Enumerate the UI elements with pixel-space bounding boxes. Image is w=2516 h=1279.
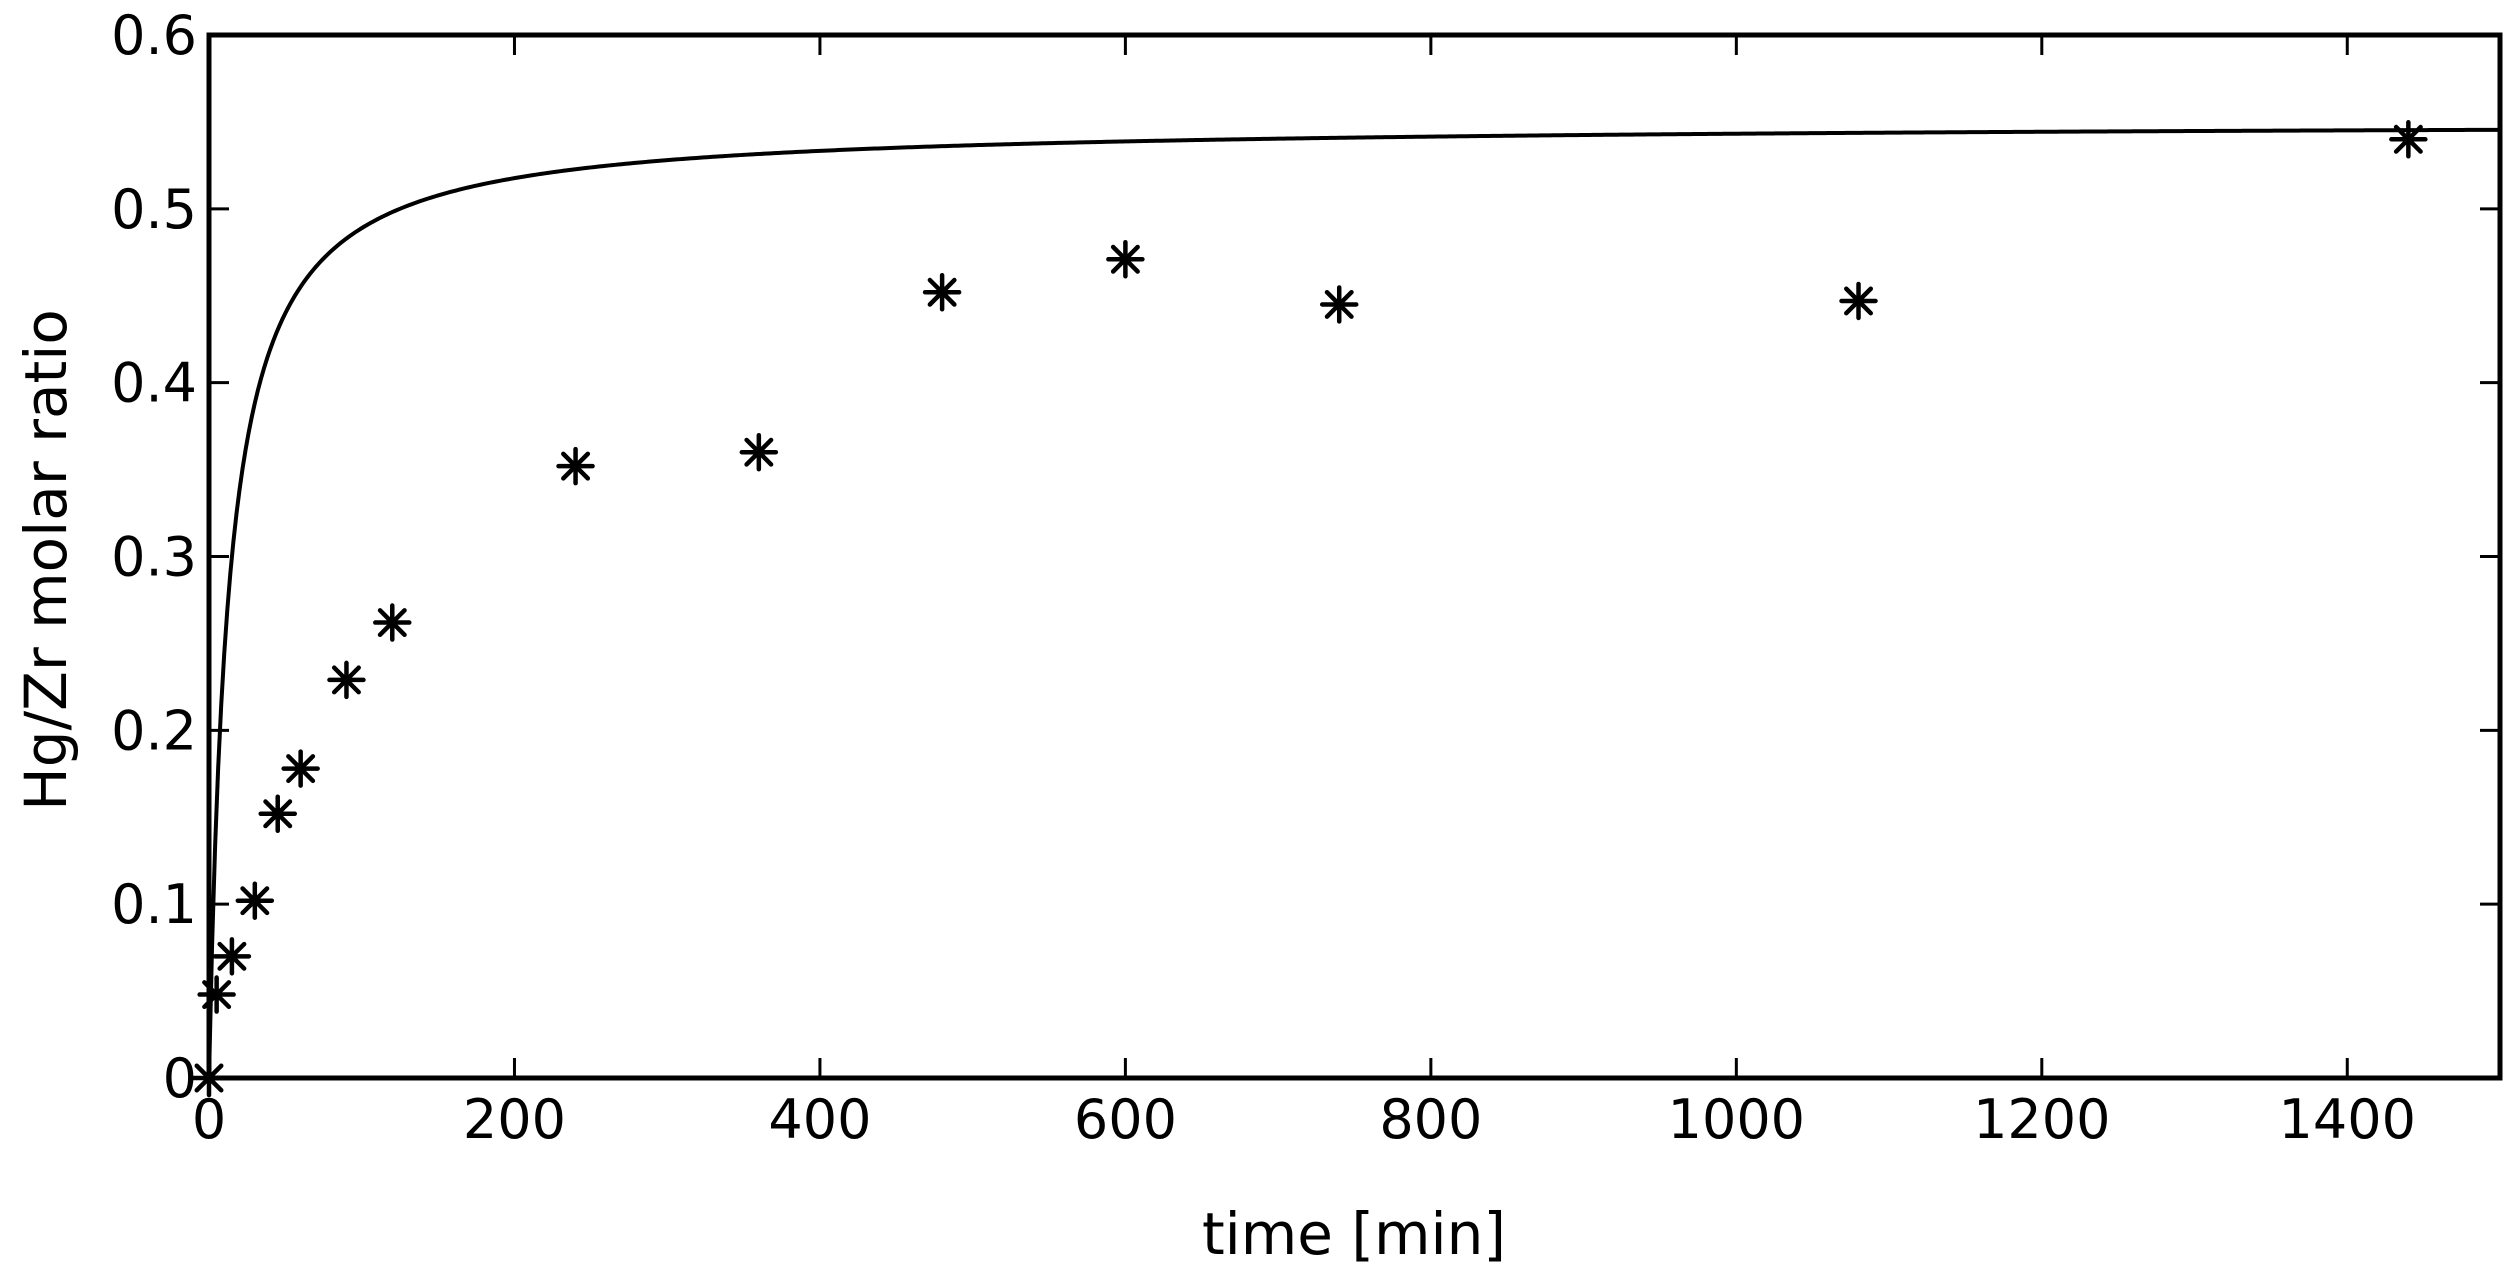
y-tick-label: 0.5	[111, 178, 197, 241]
data-point	[235, 881, 275, 920]
y-axis-title: Hg/Zr molar ratio	[12, 309, 80, 811]
x-tick-label: 1400	[2279, 1088, 2416, 1151]
fit-curve	[207, 127, 2501, 1079]
data-point	[1106, 239, 1145, 279]
data-point	[197, 975, 236, 1014]
data-point	[2389, 120, 2428, 159]
data-point	[739, 432, 779, 472]
data-point	[373, 603, 412, 642]
x-tick-label: 0	[192, 1088, 226, 1151]
x-axis-title: time [min]	[1202, 1200, 1506, 1268]
data-point	[212, 937, 252, 976]
data-point	[1319, 285, 1359, 324]
data-point	[258, 794, 297, 834]
data-point	[1839, 281, 1878, 321]
x-tick-label: 400	[768, 1088, 871, 1151]
plot-frame	[206, 32, 2503, 1081]
y-tick-label: 0	[163, 1047, 197, 1110]
tick-labels: 0 200 400 600 800 1000 1200 1400 0 0.1 0.2 0.3 0.4 0.…	[111, 4, 2416, 1151]
x-tick-label: 1000	[1668, 1088, 1805, 1151]
data-point	[281, 749, 320, 788]
data-points	[189, 120, 2428, 1098]
data-point	[922, 273, 962, 312]
x-tick-label: 800	[1379, 1088, 1482, 1151]
y-tick-label: 0.3	[111, 526, 197, 589]
fit-curve-layer	[207, 127, 2501, 1079]
y-tick-label: 0.4	[111, 352, 197, 415]
data-point	[556, 446, 595, 486]
x-tick-label: 1200	[1973, 1088, 2110, 1151]
x-tick-label: 600	[1074, 1088, 1177, 1151]
y-tick-label: 0.2	[111, 699, 197, 762]
y-tick-label: 0.1	[111, 873, 197, 936]
x-tick-label: 200	[463, 1088, 566, 1151]
data-point	[327, 660, 366, 700]
y-tick-label: 0.6	[111, 4, 197, 67]
